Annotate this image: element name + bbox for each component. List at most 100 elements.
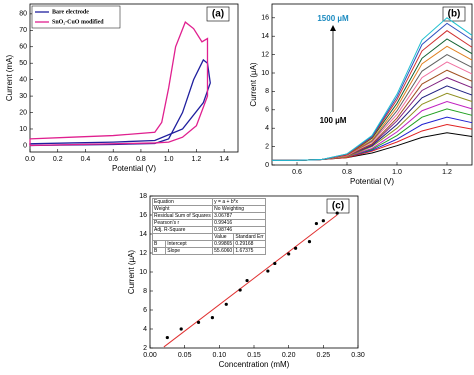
table-row: Equation y = a + b*x: [151, 198, 266, 206]
y-tick-label: 50: [19, 60, 27, 67]
plot-area: [29, 21, 211, 147]
x-axis-label: Concentration (mM): [219, 360, 290, 369]
table-row: Value Standard Err: [151, 233, 266, 241]
table-row: B Slope 55.6060 1.67375: [151, 247, 266, 255]
series-line: [272, 17, 473, 161]
y-tick-label: 2: [143, 345, 147, 352]
arrow-head: [330, 25, 336, 31]
y-tick-label: 80: [19, 11, 27, 18]
x-tick-label: 0.8: [136, 156, 146, 163]
x-tick-label: 0.4: [81, 156, 91, 163]
panel-label: (a): [212, 9, 224, 20]
x-tick-label: 0.30: [351, 352, 365, 359]
point: [273, 261, 277, 266]
x-tick-label: 0.00: [143, 352, 157, 359]
point: [307, 240, 312, 244]
point: [294, 246, 298, 250]
point: [335, 211, 339, 215]
y-axis-label: Current (µA): [127, 250, 136, 295]
y-tick-label: 8: [143, 288, 147, 295]
table-cell: No Weighting: [212, 205, 266, 213]
concentration-label: 1500 µM: [317, 14, 349, 23]
y-axis-label: Current (mA): [5, 55, 14, 102]
x-tick-label: 0.10: [213, 352, 227, 359]
y-tick-label: 14: [261, 33, 269, 40]
y-tick-label: 18: [139, 193, 147, 200]
y-tick-label: 16: [261, 15, 269, 22]
x-tick-label: 1.0: [392, 169, 402, 176]
x-tick-label: 0.2: [53, 156, 63, 163]
point: [266, 269, 270, 273]
x-tick-label: 1.2: [192, 156, 202, 163]
y-tick-label: 6: [143, 307, 147, 314]
panel-label: (c): [332, 201, 344, 212]
point: [196, 320, 201, 324]
y-tick-label: 4: [265, 125, 269, 132]
plot-area: [272, 17, 473, 161]
y-tick-label: 12: [139, 250, 147, 257]
y-tick-label: 20: [19, 109, 27, 116]
table-row: B Intercept 0.99865 0.29168: [151, 240, 266, 248]
y-tick-label: 14: [139, 231, 147, 238]
x-tick-label: 0.8: [342, 169, 352, 176]
fit-table: Equation y = a + b*x Weight No Weighting Res…: [151, 198, 266, 255]
point: [224, 302, 228, 306]
x-tick-label: 0.20: [282, 352, 296, 359]
table-row: Pearson's r 0.99416: [151, 219, 266, 227]
point: [165, 335, 169, 340]
plot-area: [163, 211, 339, 348]
legend-label: SnO₂-CuO modified: [52, 19, 104, 25]
x-tick-label: 1.0: [164, 156, 174, 163]
table-cell: 3.06787: [212, 212, 266, 220]
table-cell: Equation: [151, 198, 214, 206]
table-cell: 1.67375: [233, 247, 266, 255]
y-tick-label: 16: [139, 212, 147, 219]
table-cell: Intercept: [165, 240, 214, 248]
x-axis-label: Potential (V): [112, 164, 156, 173]
panel-label-box: [442, 6, 466, 22]
y-tick-label: 8: [265, 88, 269, 95]
table-cell: B: [151, 247, 167, 255]
y-tick-label: 10: [19, 126, 27, 133]
point: [179, 327, 183, 331]
y-tick-label: 2: [265, 143, 269, 150]
table-cell: 0.99416: [212, 219, 266, 227]
series-line: [29, 58, 211, 147]
table-row: Residual Sum of Squares 3.06787: [151, 212, 266, 220]
y-tick-label: 0: [265, 162, 269, 169]
table-cell: [151, 233, 214, 241]
x-tick-label: 1.4: [219, 156, 229, 163]
y-tick-label: 40: [19, 76, 27, 83]
panel-label: (b): [448, 9, 461, 20]
plot-frame: [271, 3, 473, 166]
table-cell: Weight: [151, 205, 214, 213]
y-tick-label: 70: [19, 27, 27, 34]
point: [245, 278, 249, 283]
point: [238, 288, 242, 292]
legend-box: [31, 5, 121, 29]
y-tick-label: 0: [23, 142, 27, 149]
table-cell: 55.6060: [212, 247, 235, 255]
y-tick-label: 12: [261, 51, 269, 58]
table-cell: y = a + b*x: [212, 198, 266, 206]
y-tick-label: 4: [143, 326, 147, 333]
table-cell: 0.98746: [212, 226, 266, 234]
x-tick-label: 0.15: [247, 352, 261, 359]
table-cell: Slope: [165, 247, 214, 255]
table-cell: B: [151, 240, 167, 248]
plot-frame: [29, 3, 239, 153]
table-cell: 0.29168: [233, 240, 266, 248]
table-cell: Residual Sum of Squares: [151, 212, 214, 220]
fit-line: [163, 214, 338, 348]
table-cell: Standard Err: [233, 233, 266, 241]
y-tick-label: 30: [19, 93, 27, 100]
table-cell: Adj. R-Square: [151, 226, 214, 234]
table-cell: Pearson's r: [151, 219, 214, 227]
y-axis-label: Current (µA): [249, 62, 258, 107]
legend-label: Bare electrode: [52, 9, 89, 15]
x-tick-label: 1.2: [442, 169, 452, 176]
table-row: Weight No Weighting: [151, 205, 266, 213]
point: [287, 252, 291, 256]
